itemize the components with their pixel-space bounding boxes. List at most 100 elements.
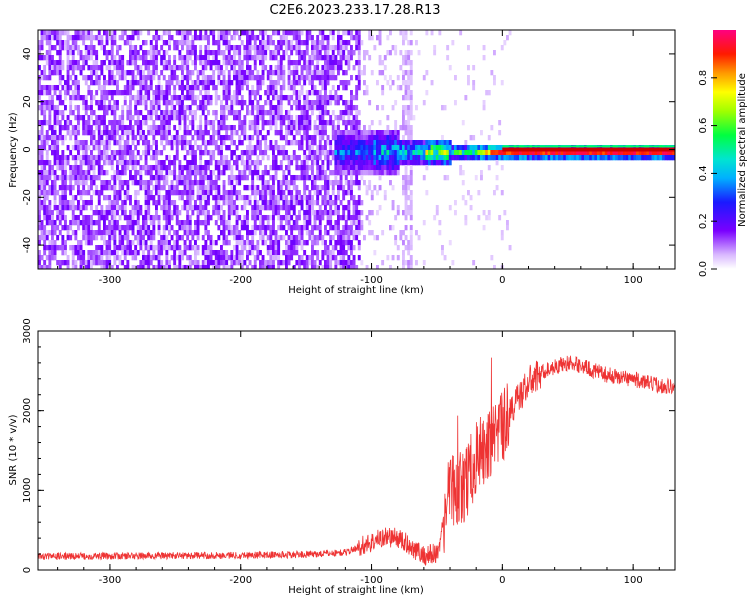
heatmap-cell	[43, 135, 47, 141]
heatmap-cell	[134, 110, 138, 116]
heatmap-cell	[272, 180, 275, 186]
heatmap-cell	[121, 245, 125, 251]
heatmap-cell	[378, 40, 382, 46]
heatmap-cell	[217, 135, 221, 141]
heatmap-cell	[220, 100, 223, 106]
heatmap-cell	[160, 265, 164, 269]
heatmap-cell	[277, 195, 281, 201]
heatmap-cell	[97, 85, 101, 91]
heatmap-cell	[66, 55, 70, 61]
heatmap-cell	[77, 130, 80, 136]
heatmap-cell	[344, 40, 348, 46]
heatmap-cell	[103, 115, 106, 121]
heatmap-cell	[308, 70, 312, 76]
heatmap-cell	[139, 100, 143, 106]
heatmap-cell	[38, 190, 41, 196]
heatmap-cell	[277, 235, 281, 241]
heatmap-cell	[383, 195, 387, 201]
heatmap-cell	[407, 210, 411, 216]
heatmap-cell	[113, 55, 117, 61]
heatmap-cell	[84, 240, 88, 246]
heatmap-cell	[175, 220, 179, 226]
heatmap-cell	[118, 115, 122, 121]
heatmap-cell	[87, 50, 91, 56]
heatmap-cell	[90, 150, 93, 156]
heatmap-cell	[300, 235, 304, 241]
heatmap-cell	[412, 115, 416, 121]
heatmap-cell	[100, 215, 104, 221]
heatmap-cell	[295, 215, 299, 221]
heatmap-cell	[131, 130, 135, 136]
heatmap-cell	[168, 130, 171, 136]
heatmap-cell	[318, 90, 322, 96]
heatmap-cell	[331, 250, 335, 256]
heatmap-cell	[339, 110, 343, 116]
heatmap-cell	[97, 230, 101, 236]
heatmap-cell	[97, 170, 101, 176]
heatmap-cell	[464, 215, 468, 221]
heatmap-cell	[404, 180, 408, 186]
heatmap-cell	[183, 85, 187, 91]
heatmap-cell	[74, 45, 78, 51]
heatmap-cell	[326, 220, 330, 226]
heatmap-cell	[376, 165, 379, 171]
heatmap-cell	[227, 105, 231, 111]
heatmap-cell	[443, 145, 447, 151]
heatmap-cell	[305, 185, 309, 191]
heatmap-cell	[45, 85, 49, 91]
heatmap-cell	[222, 125, 226, 131]
heatmap-cell	[79, 50, 83, 56]
heatmap-cell	[446, 155, 450, 161]
heatmap-cell	[110, 150, 114, 156]
heatmap-cell	[87, 255, 91, 261]
heatmap-cell	[178, 105, 182, 111]
heatmap-cell	[238, 135, 242, 141]
heatmap-cell	[103, 75, 106, 81]
heatmap-cell	[321, 185, 325, 191]
heatmap-cell	[355, 170, 359, 176]
heatmap-cell	[311, 180, 314, 186]
heatmap-cell	[282, 135, 286, 141]
heatmap-cell	[357, 150, 361, 156]
heatmap-cell	[142, 255, 145, 261]
heatmap-cell	[272, 155, 275, 161]
heatmap-cell	[261, 110, 265, 116]
heatmap-cell	[82, 55, 86, 61]
heatmap-cell	[178, 235, 182, 241]
heatmap-cell	[469, 195, 473, 201]
heatmap-cell	[48, 30, 52, 36]
heatmap-cell	[207, 110, 210, 116]
heatmap-cell	[300, 135, 304, 141]
heatmap-cell	[243, 115, 247, 121]
heatmap-cell	[165, 110, 169, 116]
heatmap-cell	[508, 150, 512, 156]
heatmap-cell	[225, 30, 229, 36]
heatmap-cell	[186, 265, 190, 269]
heatmap-cell	[300, 165, 304, 171]
heatmap-cell	[136, 140, 140, 146]
heatmap-cell	[300, 125, 304, 131]
heatmap-cell	[168, 110, 171, 116]
heatmap-cell	[155, 40, 158, 46]
heatmap-cell	[277, 255, 281, 261]
heatmap-cell	[259, 205, 262, 211]
heatmap-cell	[350, 45, 353, 51]
heatmap-cell	[173, 125, 177, 131]
heatmap-cell	[217, 65, 221, 71]
heatmap-cell	[126, 160, 130, 166]
heatmap-cell	[69, 95, 73, 101]
heatmap-cell	[43, 180, 47, 186]
heatmap-cell	[110, 265, 114, 269]
chart-title: C2E6.2023.233.17.28.R13	[269, 3, 440, 18]
heatmap-cell	[238, 190, 242, 196]
heatmap-cell	[79, 260, 83, 266]
heatmap-cell	[269, 190, 273, 196]
heatmap-cell	[344, 145, 348, 151]
heatmap-cell	[82, 75, 86, 81]
heatmap-cell	[199, 265, 203, 269]
heatmap-cell	[131, 205, 135, 211]
heatmap-cell	[339, 150, 343, 156]
heatmap-cell	[409, 40, 413, 46]
heatmap-cell	[316, 150, 320, 156]
heatmap-cell	[160, 165, 164, 171]
